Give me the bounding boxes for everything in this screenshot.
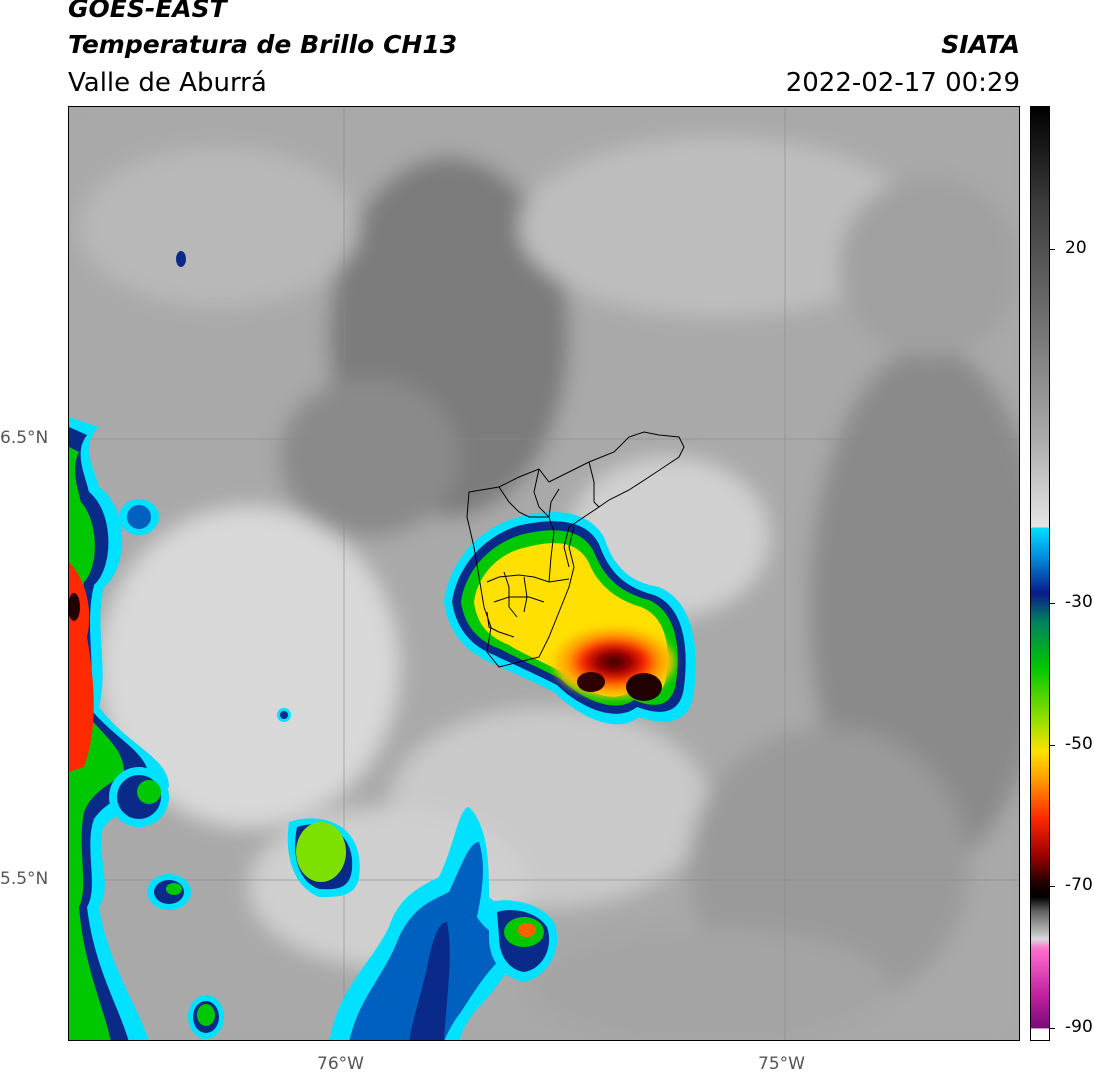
agency-title: SIATA <box>941 30 1020 59</box>
lon-label-75w: 75°W <box>758 1054 805 1074</box>
colorbar-label-minus90: -90 <box>1065 1017 1093 1037</box>
storm-cell-south <box>109 251 558 1040</box>
product-title: Temperatura de Brillo CH13 <box>68 30 458 59</box>
region-title: Valle de Aburrá <box>68 68 267 98</box>
lon-label-76w: 76°W <box>317 1054 364 1074</box>
colorbar-label-20: 20 <box>1065 238 1087 258</box>
datetime-label: 2022-02-17 00:29 <box>785 68 1020 98</box>
colorbar-tick <box>1050 249 1055 250</box>
storm-cell-central <box>444 512 696 725</box>
colorbar-gradient <box>1031 107 1049 1040</box>
lat-label-5-5: 5.5°N <box>0 869 49 889</box>
aburra-boundaries <box>466 431 685 668</box>
colorbar-tick <box>1050 886 1055 887</box>
satellite-title: GOES-EAST <box>68 0 227 23</box>
colorbar-label-minus30: -30 <box>1065 592 1093 612</box>
colorbar-tick <box>1050 745 1055 746</box>
colorbar <box>1030 106 1050 1041</box>
cloud-texture <box>69 107 1019 1040</box>
map-canvas <box>69 107 1019 1040</box>
colorbar-label-minus70: -70 <box>1065 875 1093 895</box>
storm-cell-west <box>69 417 169 1040</box>
colorbar-tick <box>1050 603 1055 604</box>
satellite-map <box>68 106 1020 1041</box>
lat-label-6-5: 6.5°N <box>0 428 49 448</box>
colorbar-label-minus50: -50 <box>1065 734 1093 754</box>
colorbar-tick <box>1050 1028 1055 1029</box>
